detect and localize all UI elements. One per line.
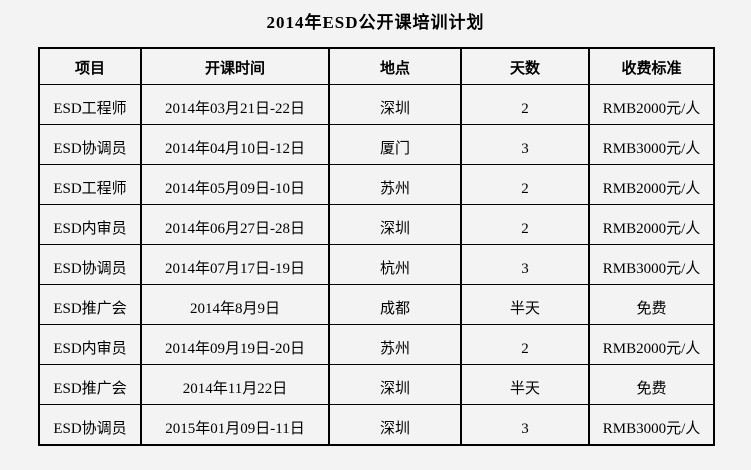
table-row: ESD内审员 2014年06月27日-28日 深圳 2 RMB2000元/人: [39, 204, 714, 245]
cell-project: ESD工程师: [39, 84, 141, 125]
table-row: ESD协调员 2015年01月09日-11日 深圳 3 RMB3000元/人: [39, 404, 714, 445]
cell-location: 厦门: [328, 124, 461, 165]
cell-project: ESD协调员: [39, 404, 141, 445]
cell-project: ESD工程师: [39, 164, 141, 205]
cell-start-time: 2015年01月09日-11日: [140, 404, 329, 445]
cell-location: 杭州: [328, 244, 461, 285]
cell-start-time: 2014年05月09日-10日: [140, 164, 329, 205]
cell-start-time: 2014年07月17日-19日: [140, 244, 329, 285]
cell-location: 深圳: [328, 364, 461, 405]
cell-project: ESD协调员: [39, 244, 141, 285]
cell-start-time: 2014年06月27日-28日: [140, 204, 329, 245]
cell-days: 半天: [460, 364, 589, 405]
cell-fee: RMB2000元/人: [588, 84, 714, 125]
cell-days: 3: [460, 124, 589, 165]
header-cell-location: 地点: [328, 48, 461, 85]
cell-start-time: 2014年04月10日-12日: [140, 124, 329, 165]
page-title: 2014年ESD公开课培训计划: [266, 13, 485, 32]
cell-project: ESD内审员: [39, 324, 141, 365]
cell-project: ESD内审员: [39, 204, 141, 245]
cell-days: 2: [460, 324, 589, 365]
cell-fee: RMB2000元/人: [588, 204, 714, 245]
cell-days: 3: [460, 404, 589, 445]
table-row: ESD工程师 2014年03月21日-22日 深圳 2 RMB2000元/人: [39, 84, 714, 125]
table-row: ESD协调员 2014年04月10日-12日 厦门 3 RMB3000元/人: [39, 124, 714, 165]
header-cell-days: 天数: [460, 48, 589, 85]
cell-days: 2: [460, 164, 589, 205]
cell-location: 深圳: [328, 404, 461, 445]
cell-project: ESD推广会: [39, 364, 141, 405]
cell-fee: RMB2000元/人: [588, 324, 714, 365]
cell-location: 深圳: [328, 84, 461, 125]
cell-location: 苏州: [328, 324, 461, 365]
cell-start-time: 2014年09月19日-20日: [140, 324, 329, 365]
cell-days: 半天: [460, 284, 589, 325]
cell-days: 2: [460, 204, 589, 245]
cell-fee: RMB3000元/人: [588, 244, 714, 285]
table-row: ESD内审员 2014年09月19日-20日 苏州 2 RMB2000元/人: [39, 324, 714, 365]
cell-days: 3: [460, 244, 589, 285]
cell-location: 深圳: [328, 204, 461, 245]
table-row: ESD协调员 2014年07月17日-19日 杭州 3 RMB3000元/人: [39, 244, 714, 285]
header-cell-project: 项目: [74, 61, 105, 77]
table-row: ESD推广会 2014年8月9日 成都 半天 免费: [39, 284, 714, 325]
cell-start-time: 2014年11月22日: [140, 364, 329, 405]
cell-start-time: 2014年03月21日-22日: [140, 84, 329, 125]
table-header-row: 项目 开课时间 地点 天数 收费标准: [39, 48, 714, 85]
cell-project: ESD推广会: [39, 284, 141, 325]
cell-fee: RMB2000元/人: [588, 164, 714, 205]
table-row: ESD推广会 2014年11月22日 深圳 半天 免费: [39, 364, 714, 405]
table-row: ESD工程师 2014年05月09日-10日 苏州 2 RMB2000元/人: [39, 164, 714, 205]
header-cell-start-time: 开课时间: [140, 48, 329, 85]
header-cell-fee: 收费标准: [588, 48, 714, 85]
cell-location: 苏州: [328, 164, 461, 205]
cell-location: 成都: [328, 284, 461, 325]
cell-days: 2: [460, 84, 589, 125]
cell-fee: 免费: [588, 284, 714, 325]
training-schedule-table: 项目 开课时间 地点 天数 收费标准 ESD工程师 2014年03月21日-22…: [38, 47, 715, 446]
cell-fee: RMB3000元/人: [588, 404, 714, 445]
cell-start-time: 2014年8月9日: [140, 284, 329, 325]
cell-fee: 免费: [588, 364, 714, 405]
cell-project: ESD协调员: [39, 124, 141, 165]
cell-fee: RMB3000元/人: [588, 124, 714, 165]
